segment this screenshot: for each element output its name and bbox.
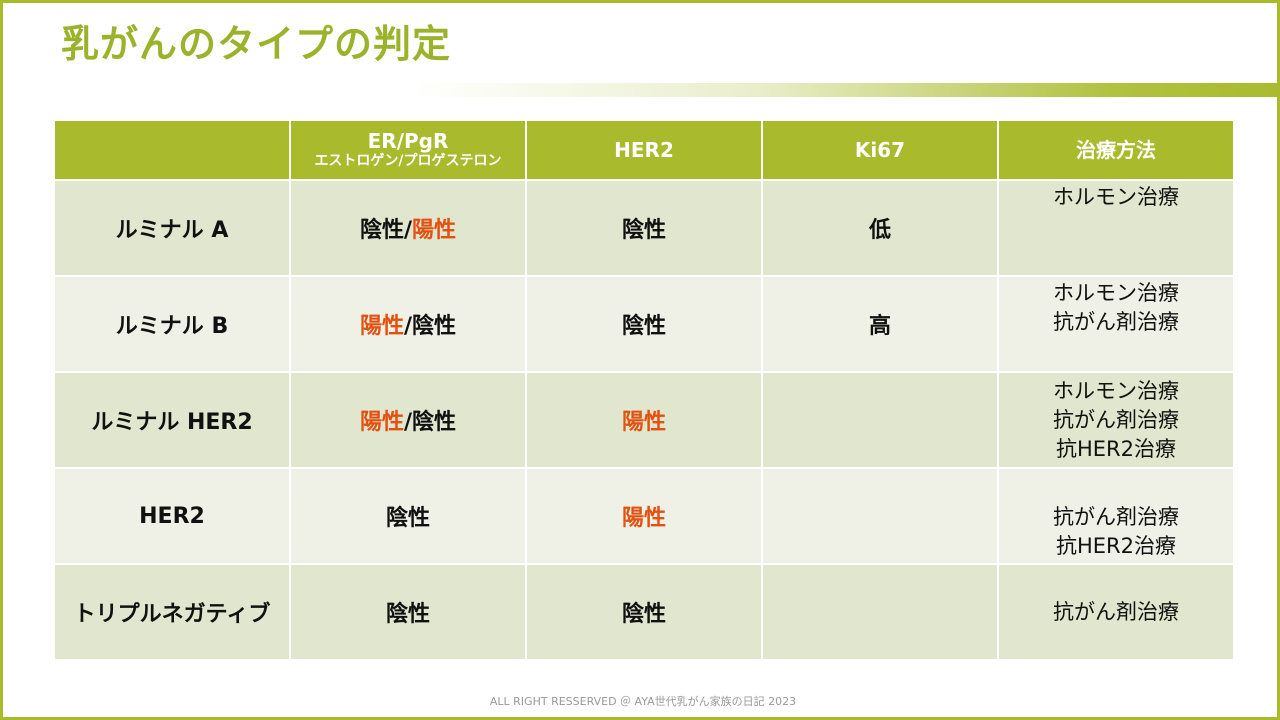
er-separator: / xyxy=(403,410,413,435)
cell-er-pgr: 陽性/陰性 xyxy=(289,371,527,469)
header-type xyxy=(53,119,291,181)
treatment-item: 抗HER2治療 xyxy=(1055,534,1176,558)
slide-title: 乳がんのタイプの判定 xyxy=(61,22,452,66)
cell-er-pgr: 陰性/陽性 xyxy=(289,179,527,277)
cell-ki67 xyxy=(761,563,999,661)
header-her2: HER2 xyxy=(525,119,763,181)
er-status-positive: 陽性 xyxy=(359,314,404,339)
cell-type: ルミナル HER2 xyxy=(53,371,291,469)
cell-her2-positive: 陽性 xyxy=(525,371,763,469)
er-separator: / xyxy=(403,314,413,339)
pgr-status: 陰性 xyxy=(412,410,457,435)
pgr-status-positive: 陽性 xyxy=(412,218,457,243)
cell-her2: 陰性 xyxy=(525,275,763,373)
cell-ki67 xyxy=(761,371,999,469)
table-row: HER2 陰性 陽性 抗がん剤治療 抗HER2治療 xyxy=(53,467,1235,565)
treatment-item: 抗がん剤治療 xyxy=(1053,407,1179,432)
breast-cancer-type-table: ER/PgR エストロゲン/プロゲステロン HER2 Ki67 治療方法 ルミナ… xyxy=(53,119,1235,661)
table-row: ルミナル A 陰性/陽性 陰性 低 ホルモン治療 xyxy=(53,179,1235,277)
er-status-positive: 陽性 xyxy=(359,410,404,435)
cell-treatment: 抗がん剤治療 抗HER2治療 xyxy=(997,467,1235,565)
header-er-pgr-main: ER/PgR xyxy=(367,129,449,154)
treatment-item: ホルモン治療 xyxy=(1053,185,1179,209)
cell-er-pgr: 陰性 xyxy=(289,563,527,661)
cell-type: ルミナル B xyxy=(53,275,291,373)
cell-ki67: 低 xyxy=(761,179,999,277)
table-row: ルミナル HER2 陽性/陰性 陽性 ホルモン治療 抗がん剤治療 抗HER2治療 xyxy=(53,371,1235,469)
header-ki67: Ki67 xyxy=(761,119,999,181)
treatment-item: 抗がん剤治療 xyxy=(1053,599,1179,624)
cell-treatment: ホルモン治療 xyxy=(997,179,1235,277)
cell-er-pgr: 陰性 xyxy=(289,467,527,565)
cell-er-pgr: 陽性/陰性 xyxy=(289,275,527,373)
cell-her2-positive: 陽性 xyxy=(525,467,763,565)
treatment-item: 抗がん剤治療 xyxy=(1053,310,1179,334)
title-underline-gradient xyxy=(413,83,1280,97)
breast-cancer-type-table-container: ER/PgR エストロゲン/プロゲステロン HER2 Ki67 治療方法 ルミナ… xyxy=(53,119,1235,661)
header-er-pgr-sub: エストロゲン/プロゲステロン xyxy=(314,153,502,170)
header-er-pgr: ER/PgR エストロゲン/プロゲステロン xyxy=(289,119,527,181)
er-status: 陰性 xyxy=(359,218,404,243)
footer-copyright: ALL RIGHT RESSERVED ＠ AYA世代乳がん家族の日記 2023 xyxy=(489,695,797,708)
cell-her2: 陰性 xyxy=(525,179,763,277)
table-header-row: ER/PgR エストロゲン/プロゲステロン HER2 Ki67 治療方法 xyxy=(53,119,1235,181)
cell-treatment: 抗がん剤治療 xyxy=(997,563,1235,661)
cell-ki67: 高 xyxy=(761,275,999,373)
cell-treatment: ホルモン治療 抗がん剤治療 抗HER2治療 xyxy=(997,371,1235,469)
table-row: ルミナル B 陽性/陰性 陰性 高 ホルモン治療 抗がん剤治療 xyxy=(53,275,1235,373)
cell-type: トリプルネガティブ xyxy=(53,563,291,661)
header-treatment: 治療方法 xyxy=(997,119,1235,181)
table-row: トリプルネガティブ 陰性 陰性 抗がん剤治療 xyxy=(53,563,1235,661)
cell-ki67 xyxy=(761,467,999,565)
cell-treatment: ホルモン治療 抗がん剤治療 xyxy=(997,275,1235,373)
cell-her2: 陰性 xyxy=(525,563,763,661)
cell-type: ルミナル A xyxy=(53,179,291,277)
er-separator: / xyxy=(403,218,413,243)
pgr-status: 陰性 xyxy=(412,314,457,339)
treatment-item: ホルモン治療 xyxy=(1053,378,1179,403)
treatment-item: 抗がん剤治療 xyxy=(1053,505,1179,529)
treatment-item: ホルモン治療 xyxy=(1053,281,1179,305)
cell-type: HER2 xyxy=(53,467,291,565)
treatment-item: 抗HER2治療 xyxy=(1055,436,1176,461)
